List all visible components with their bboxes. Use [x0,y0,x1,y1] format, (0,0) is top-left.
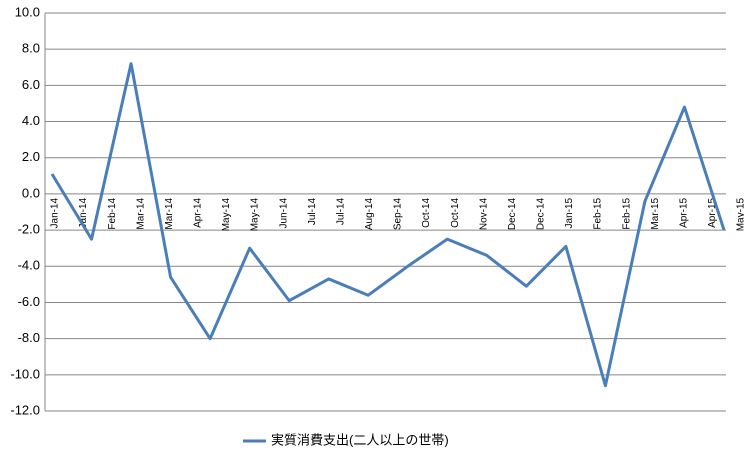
x-tick-label: Oct-14 [450,197,461,227]
x-tick-label: Feb-14 [107,197,118,229]
y-tick-label: 4.0 [22,113,40,128]
line [50,62,726,388]
x-tick-label: Jul-14 [335,197,346,225]
x-tick-label: Oct-14 [421,197,432,227]
y-tick-label: 8.0 [22,41,40,56]
x-tick-label: Apr-15 [678,197,689,227]
x-tick-label: Jan-15 [564,197,575,228]
y-tick-label: -10.0 [10,366,40,381]
y-tick-label: 10.0 [15,4,40,19]
x-tick-label: Sep-14 [393,197,404,230]
legend-label: 実質消費支出(二人以上の世帯) [271,432,449,447]
x-tick-label: Mar-14 [135,197,146,229]
x-tick-label: Apr-14 [193,197,204,227]
x-tick-label: May-14 [221,197,232,231]
x-tick-label: Apr-15 [707,197,718,227]
x-tick-label: Feb-15 [621,197,632,229]
y-tick-label: 2.0 [22,149,40,164]
x-tick-label: May-14 [250,197,261,231]
x-tick-label: Nov-14 [478,197,489,230]
y-tick-label: -8.0 [18,330,40,345]
x-tick-label: Jul-14 [307,197,318,225]
x-tick-label: Mar-14 [164,197,175,229]
y-tick-label: -12.0 [10,402,40,417]
x-tick-label: Mar-15 [650,197,661,229]
y-tick-label: 6.0 [22,77,40,92]
x-tick-label: May-15 [736,197,744,231]
y-tick-label: -4.0 [18,258,40,273]
x-tick-label: Feb-15 [593,197,604,229]
x-tick-label: Dec-14 [507,197,518,230]
x-tick-label: Jun-14 [278,197,289,228]
x-tick-label: Jan-14 [78,197,89,228]
y-tick-label: -2.0 [18,222,40,237]
x-tick-label: Dec-14 [536,197,547,230]
x-tick-label: Jan-14 [50,197,61,228]
y-tick-label: -6.0 [18,294,40,309]
x-tick-label: Aug-14 [364,197,375,230]
y-tick-label: 0.0 [22,185,40,200]
